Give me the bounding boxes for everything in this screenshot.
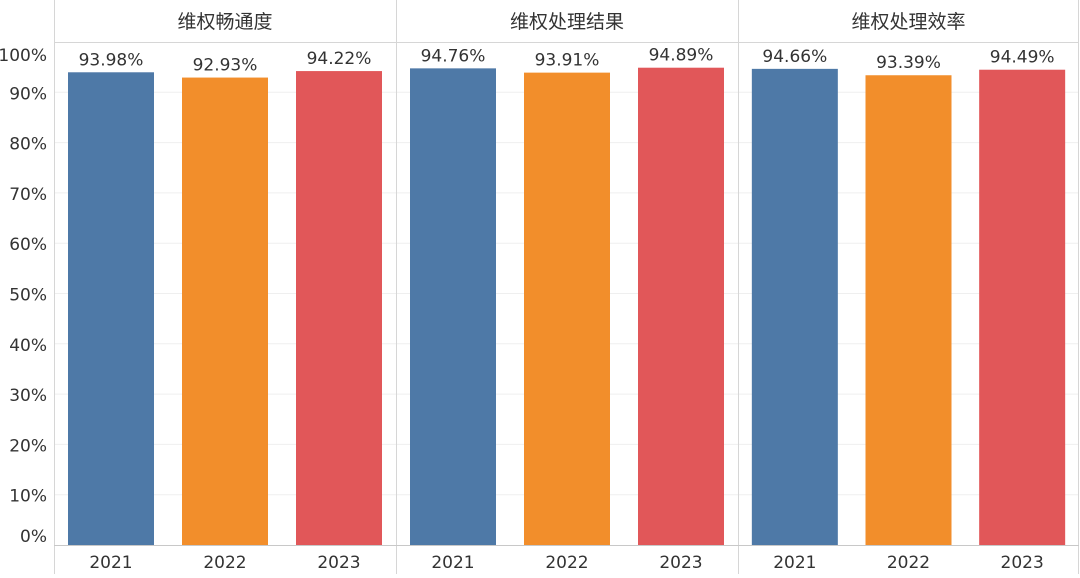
data-label: 94.76%: [421, 46, 486, 66]
y-tick-label: 20%: [9, 436, 47, 456]
x-tick-label: 2023: [659, 553, 702, 573]
x-tick-label: 2022: [545, 553, 588, 573]
bar-2023: [296, 71, 382, 546]
panel-title: 维权处理效率: [851, 11, 965, 33]
y-tick-label: 60%: [9, 235, 47, 255]
data-label: 93.91%: [535, 51, 600, 71]
data-label: 94.22%: [307, 49, 372, 69]
bar-2022: [524, 72, 610, 546]
y-tick-label: 40%: [9, 336, 47, 356]
y-tick-label: 80%: [9, 135, 47, 155]
bar-2022: [865, 75, 952, 546]
bar-2021: [751, 68, 838, 545]
x-tick-label: 2023: [317, 553, 360, 573]
data-label: 94.66%: [762, 47, 827, 67]
y-tick-label: 90%: [9, 84, 47, 104]
y-tick-label: 10%: [9, 487, 47, 507]
data-label: 92.93%: [193, 56, 258, 76]
bar-2023: [979, 69, 1066, 545]
x-tick-label: 2023: [1001, 553, 1044, 573]
y-tick-label: 70%: [9, 185, 47, 205]
x-tick-label: 2021: [773, 553, 816, 573]
panel-title: 维权畅通度: [177, 11, 272, 33]
y-tick-label: 100%: [0, 46, 47, 66]
x-tick-label: 2021: [89, 553, 132, 573]
bar-2021: [410, 68, 496, 545]
data-label: 93.98%: [79, 50, 144, 70]
y-tick-label: 50%: [9, 286, 47, 306]
x-tick-label: 2022: [203, 553, 246, 573]
x-tick-label: 2021: [431, 553, 474, 573]
bar-2021: [68, 72, 154, 545]
data-label: 93.39%: [876, 53, 941, 73]
bar-2023: [638, 67, 724, 545]
y-tick-label: 30%: [9, 386, 47, 406]
panel-title: 维权处理结果: [510, 11, 624, 33]
bar-2022: [182, 77, 268, 545]
x-tick-label: 2022: [887, 553, 930, 573]
data-label: 94.89%: [649, 46, 714, 66]
y-tick-label: 0%: [20, 527, 47, 547]
data-label: 94.49%: [990, 48, 1055, 68]
